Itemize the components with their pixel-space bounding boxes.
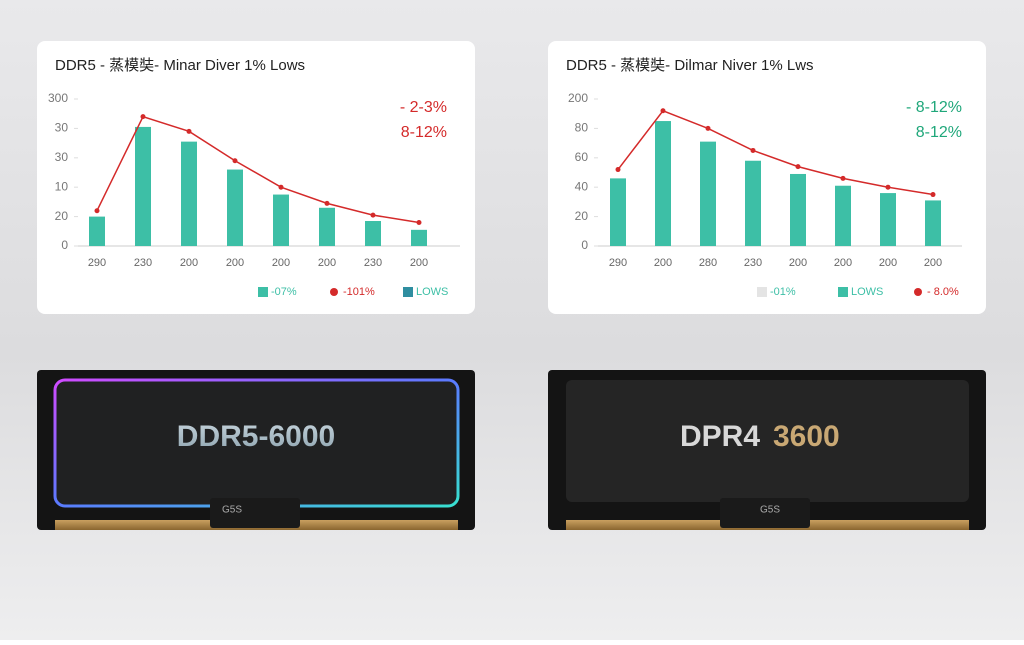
legend-label: - 8.0% [927, 286, 959, 298]
ram-module: DDR5-6000 G5S [37, 370, 475, 530]
point [140, 114, 146, 120]
x-tick-label: 200 [318, 257, 336, 269]
y-tick-label: 20 [575, 209, 589, 223]
point [232, 158, 238, 164]
module-label: DPR4 3600 [680, 420, 840, 453]
chart-card [37, 41, 475, 314]
y-tick-label: 30 [55, 150, 69, 164]
chart-title: DDR5 - 蒸模奘- Dilmar Niver 1% Lws [566, 57, 814, 74]
legend-swatch [258, 287, 268, 297]
point [750, 147, 756, 153]
x-tick-label: 200 [410, 257, 428, 269]
point [324, 200, 330, 206]
y-tick-label: 0 [581, 238, 588, 252]
bar [835, 185, 851, 246]
x-tick-label: 200 [924, 257, 942, 269]
y-tick-label: 80 [575, 121, 589, 135]
legend-label: LOWS [416, 286, 448, 298]
bar [411, 229, 427, 246]
x-tick-label: 200 [226, 257, 244, 269]
x-tick-label: 280 [699, 257, 717, 269]
bar [89, 216, 105, 246]
x-tick-label: 200 [180, 257, 198, 269]
legend-swatch [330, 288, 338, 296]
point [416, 219, 422, 225]
bar [790, 173, 806, 246]
y-tick-label: 200 [568, 91, 588, 105]
point [840, 175, 846, 181]
legend-label: -101% [343, 286, 375, 298]
x-tick-label: 290 [88, 257, 106, 269]
y-tick-label: 0 [61, 238, 68, 252]
point [94, 208, 100, 214]
point [795, 164, 801, 170]
point [885, 184, 891, 190]
bar [273, 194, 289, 246]
module-label-part: 3600 [773, 420, 840, 453]
line [617, 109, 934, 196]
point [186, 128, 192, 134]
legend-swatch [838, 287, 848, 297]
point [615, 167, 621, 173]
annotation: 8-12% [916, 124, 962, 141]
x-tick-label: 200 [834, 257, 852, 269]
point [705, 125, 711, 131]
annotation: 8-12% [401, 124, 447, 141]
chip-label: G5S [222, 505, 242, 516]
annotation: - 8-12% [906, 99, 962, 116]
ram-module: DPR4 3600 G5S [548, 370, 986, 530]
y-tick-label: 40 [575, 179, 589, 193]
bar [135, 126, 151, 246]
bar [319, 207, 335, 246]
y-tick-label: 30 [55, 121, 69, 135]
bar [925, 200, 941, 246]
x-tick-label: 290 [609, 257, 627, 269]
bar [880, 193, 896, 246]
x-tick-label: 230 [744, 257, 762, 269]
chart-card [548, 41, 986, 314]
point [930, 192, 936, 198]
annotation: - 2-3% [400, 99, 447, 116]
y-tick-label: 20 [55, 209, 69, 223]
y-tick-label: 10 [55, 179, 69, 193]
point [660, 108, 666, 114]
x-tick-label: 200 [272, 257, 290, 269]
y-tick-label: 300 [48, 91, 68, 105]
legend-label: -07% [271, 286, 297, 298]
legend-swatch [403, 287, 413, 297]
x-tick-label: 200 [879, 257, 897, 269]
x-tick-label: 230 [364, 257, 382, 269]
line [96, 115, 420, 224]
bar [610, 178, 626, 246]
chart-title: DDR5 - 蒸模奘- Minar Diver 1% Lows [55, 57, 305, 74]
x-tick-label: 200 [654, 257, 672, 269]
x-tick-label: 200 [789, 257, 807, 269]
bar [365, 221, 381, 246]
bar [227, 169, 243, 246]
bar [655, 121, 671, 246]
x-tick-label: 230 [134, 257, 152, 269]
chip-label: G5S [760, 505, 780, 516]
legend-swatch [757, 287, 767, 297]
y-tick-label: 60 [575, 150, 589, 164]
legend-label: LOWS [851, 286, 883, 298]
bar [700, 141, 716, 246]
legend-label: -01% [770, 286, 796, 298]
bar [181, 141, 197, 246]
module-label-part: DPR4 [680, 420, 760, 453]
module-label: DDR5-6000 [177, 420, 335, 453]
point [278, 184, 284, 190]
point [370, 212, 376, 218]
bar [745, 160, 761, 246]
legend-swatch [914, 288, 922, 296]
